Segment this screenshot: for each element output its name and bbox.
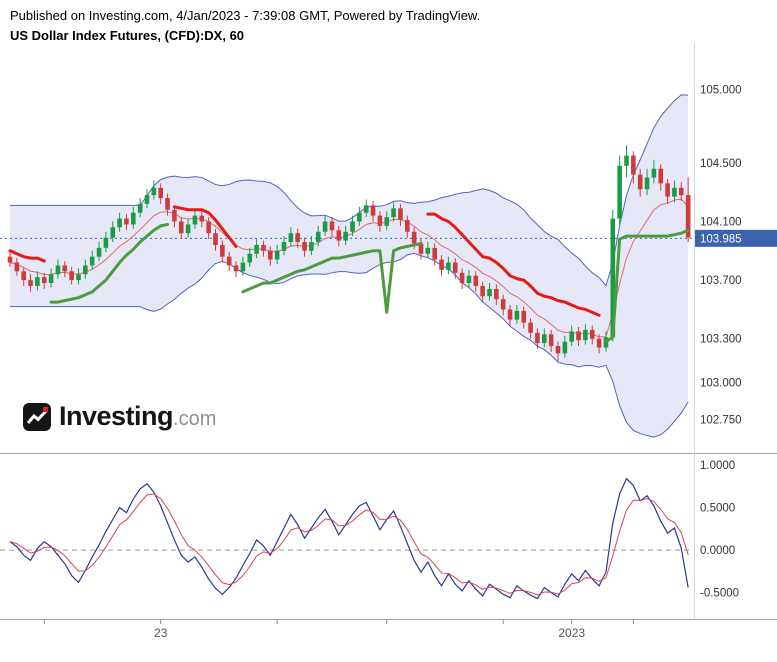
oscillator-panel [0,477,693,600]
header: Published on Investing.com, 4/Jan/2023 -… [0,0,777,43]
current-price-value: 103.985 [700,233,742,245]
chart-area: 105.000 104.500 104.100 103.700 103.300 103.0… [0,43,777,649]
oscillator-axis-label: 0.5000 [700,503,735,515]
candles-layer [7,145,691,361]
price-axis-label: 104.500 [700,158,742,170]
time-axis-label: 23 [154,626,168,640]
bollinger-upper-line [10,94,689,287]
oscillator-signal-line [9,493,689,596]
price-axis-label: 103.700 [700,275,742,287]
bollinger-band [10,94,689,438]
investing-logo: Investing .com [22,401,216,432]
logo-suffix-text: .com [173,408,217,430]
time-axis-label: 2023 [558,626,585,640]
chart-svg: 105.000 104.500 104.100 103.700 103.300 103.0… [0,43,777,640]
price-axis-label: 104.100 [700,216,742,228]
price-axis-label: 103.300 [700,334,742,346]
oscillator-axis-label: -0.5000 [700,588,739,600]
published-line: Published on Investing.com, 4/Jan/2023 -… [10,8,481,23]
instrument-title: US Dollar Index Futures, (CFD):DX, 60 [10,28,245,43]
axes: 105.000 104.500 104.100 103.700 103.300 103.0… [0,43,777,640]
bollinger-lower-line [10,252,689,438]
trend-line [8,205,690,344]
price-axis-label: 102.750 [700,414,742,426]
oscillator-axis-label: 0.0000 [700,545,735,557]
oscillator-main-line [9,477,689,600]
oscillator-axis-label: 1.0000 [700,460,735,472]
price-axis-label: 103.000 [700,378,742,390]
ma-line [9,198,689,338]
logo-brand-text: Investing [59,401,174,431]
investing-logo-icon [23,402,51,431]
price-axis-label: 105.000 [700,85,742,97]
current-price-badge: 103.985 [695,229,777,247]
